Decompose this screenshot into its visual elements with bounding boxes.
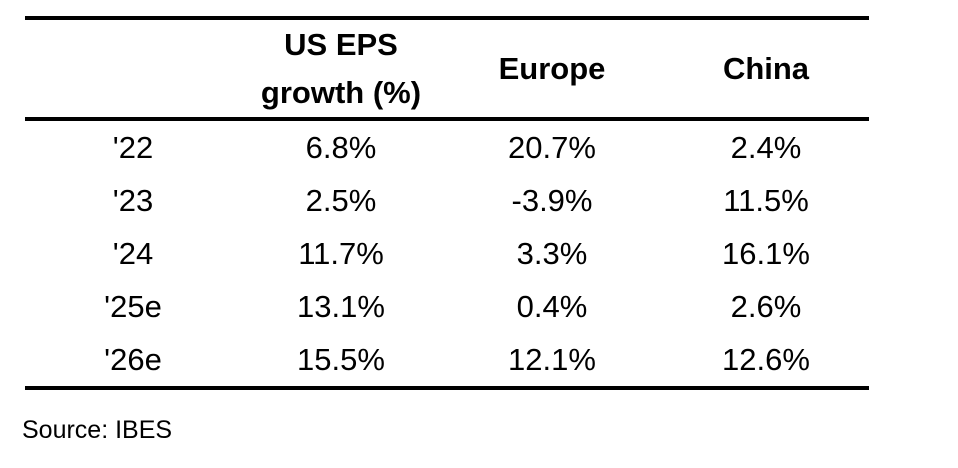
- table-row-25e: '25e 13.1% 0.4% 2.6%: [25, 280, 869, 333]
- europe-value: 12.1%: [508, 342, 596, 377]
- europe-value: -3.9%: [511, 183, 593, 218]
- china-value: 12.6%: [722, 342, 810, 377]
- table-row-22: '22 6.8% 20.7% 2.4%: [25, 119, 869, 174]
- header-cell-empty: [25, 18, 241, 121]
- us-eps-value: 2.5%: [305, 183, 377, 218]
- china-value: 16.1%: [722, 236, 810, 271]
- us-eps-value: 13.1%: [297, 289, 385, 324]
- china-value: 2.6%: [730, 289, 802, 324]
- table-row-24: '24 11.7% 3.3% 16.1%: [25, 227, 869, 280]
- table-row-23: '23 2.5% -3.9% 11.5%: [25, 174, 869, 227]
- row-label: '23: [112, 183, 154, 218]
- header-cell-china: China: [663, 18, 869, 121]
- us-eps-value: 11.7%: [298, 236, 384, 271]
- europe-value: 20.7%: [508, 130, 596, 165]
- header-us-eps-line2: growth (%): [260, 74, 422, 110]
- china-value: 11.5%: [723, 183, 809, 218]
- header-cell-us-eps-growth: US EPS growth (%): [241, 18, 441, 121]
- us-eps-value: 6.8%: [305, 130, 377, 165]
- row-label: '22: [112, 130, 154, 165]
- eps-growth-table: US EPS growth (%) Europe China '22 6.8% …: [25, 16, 869, 390]
- europe-value: 0.4%: [516, 289, 588, 324]
- header-cell-europe: Europe: [441, 18, 663, 121]
- us-eps-value: 15.5%: [297, 342, 385, 377]
- eps-growth-figure: US EPS growth (%) Europe China '22 6.8% …: [0, 16, 958, 468]
- row-label: '26e: [104, 342, 162, 377]
- row-label: '25e: [104, 289, 162, 324]
- china-value: 2.4%: [730, 130, 802, 165]
- table-row-26e: '26e 15.5% 12.1% 12.6%: [25, 333, 869, 388]
- source-note: Source: IBES: [22, 416, 173, 444]
- header-us-eps-line1: US EPS: [284, 26, 398, 62]
- row-label: '24: [112, 236, 154, 271]
- europe-value: 3.3%: [516, 236, 588, 271]
- header-row: US EPS growth (%) Europe China: [25, 18, 869, 121]
